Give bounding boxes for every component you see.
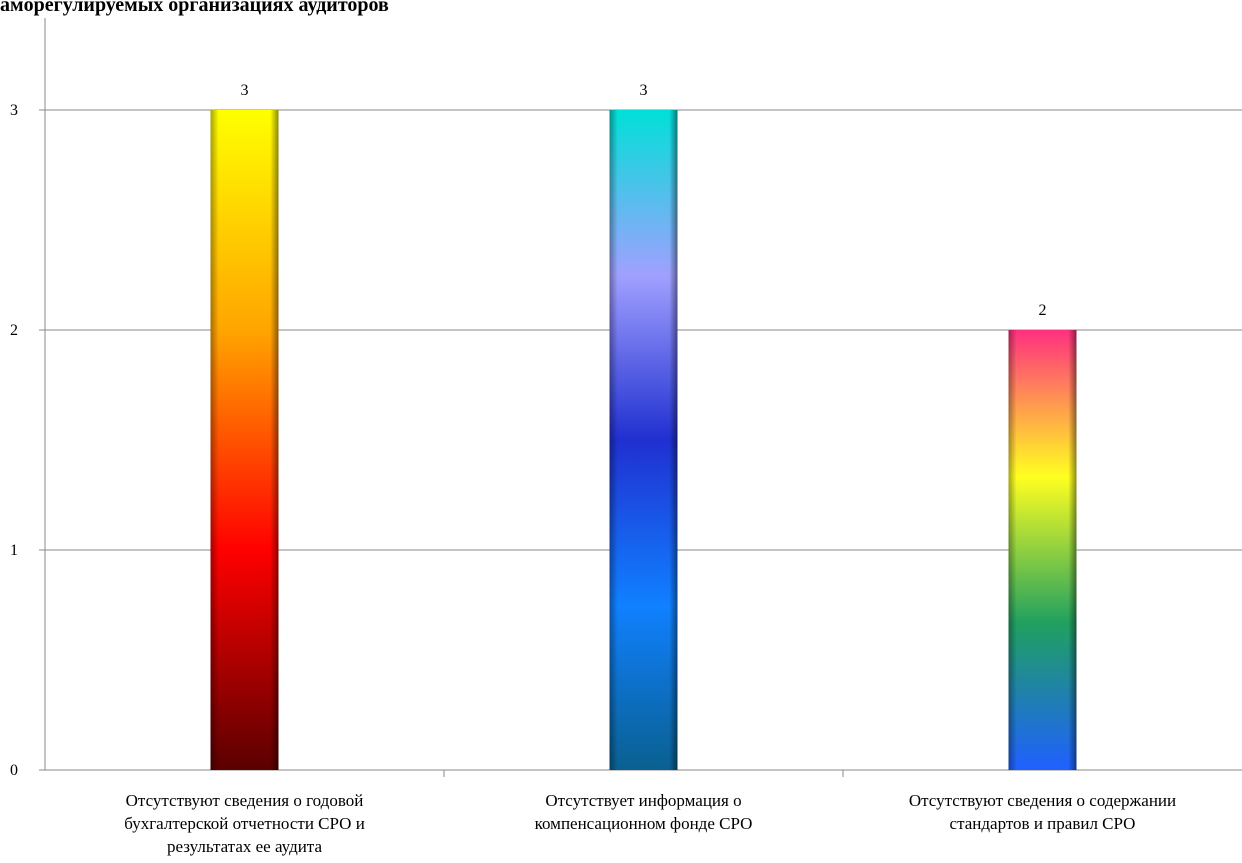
data-label: 2 xyxy=(1039,302,1047,319)
category-label: Отсутствуют сведения о содержании xyxy=(909,791,1176,810)
bars xyxy=(210,110,1077,770)
category-label: стандартов и правил СРО xyxy=(950,814,1136,833)
category-label: результатах ее аудита xyxy=(167,837,322,856)
y-tick-label: 0 xyxy=(10,762,18,779)
category-label: бухгалтерской отчетности СРО и xyxy=(124,814,365,833)
category-label: компенсационном фонде СРО xyxy=(535,814,753,833)
data-labels: 3 3 2 xyxy=(241,82,1047,319)
category-labels: Отсутствуют сведения о годовой бухгалтерс… xyxy=(124,791,1176,856)
y-tick-label: 2 xyxy=(10,322,18,339)
category-label: Отсутствуют сведения о годовой xyxy=(126,791,364,810)
data-label: 3 xyxy=(241,82,249,99)
y-tick-label: 3 xyxy=(10,102,18,119)
y-tick-label: 1 xyxy=(10,542,18,559)
bar xyxy=(1008,330,1077,770)
bar xyxy=(210,110,279,770)
y-tick-labels: 0 1 2 3 xyxy=(10,102,18,779)
category-label: Отсутствует информация о xyxy=(545,791,741,810)
bar xyxy=(609,110,678,770)
data-label: 3 xyxy=(640,82,648,99)
chart-title: амoрегулируемых организациях аудиторов xyxy=(0,0,389,16)
